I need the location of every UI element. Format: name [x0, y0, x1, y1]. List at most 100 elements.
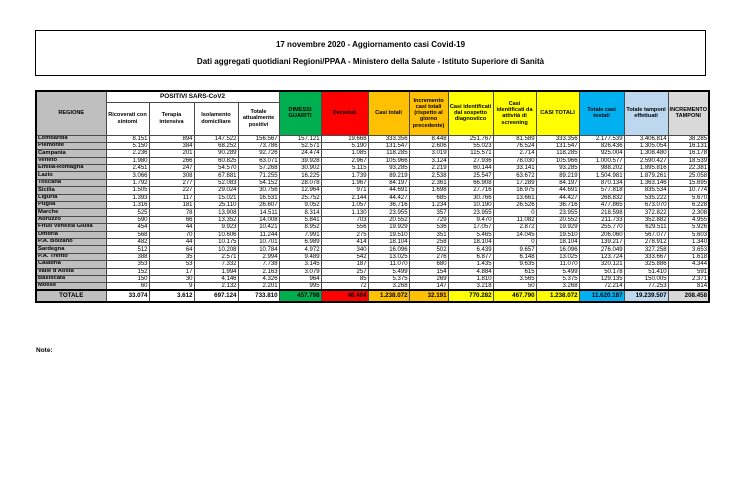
table-row-lazio: Lazio 3.066 308 67.881 71.255 16.225 1.739 89.2…	[35, 171, 710, 180]
cell-terapia-intensiva: 384	[148, 141, 195, 151]
column-header-totale-casi-testati: Totale casi testati	[578, 90, 625, 136]
cell-casi-totali: 44.691	[367, 186, 410, 195]
cell-totale-casi-testati: 477.865	[578, 200, 625, 210]
cell-casi-totali-2: 93.285	[535, 164, 580, 173]
cell-incremento-tamponi: 1.618	[667, 252, 710, 262]
cell-incremento-tamponi: 2.308	[667, 208, 710, 217]
cell-casi-screening: 11.082	[492, 215, 537, 225]
cell-totale-tamponi: 1.305.054	[623, 141, 669, 151]
cell-incremento-casi-totali: 536	[408, 223, 449, 232]
table-row-molise: Molise 60 9 2.132 2.201 995 72 3.268 147 3.218 50 3…	[35, 282, 710, 291]
cell-ricoverati-con-sintomi: 3.066	[105, 171, 150, 180]
cell-totale-attualmente-positivi: 26.607	[237, 200, 280, 210]
cell-casi-totali: 36.716	[367, 200, 410, 210]
cell-casi-totali: 44.427	[367, 193, 410, 203]
cell-totale-attualmente-positivi: 16.531	[237, 193, 280, 203]
note-label: Note:	[36, 347, 53, 354]
cell-totale-casi-testati: 1.000.577	[578, 156, 625, 166]
cell-deceduti: 556	[320, 223, 369, 232]
cell-incremento-tamponi: 6.228	[667, 200, 710, 210]
cell-terapia-intensiva: 894	[148, 134, 195, 143]
cell-casi-screening: 81.589	[492, 134, 537, 143]
cell-totale-tamponi: 567.077	[623, 230, 669, 239]
cell-totale-attualmente-positivi: 14.008	[237, 215, 280, 225]
cell-casi-totali-2: 44.691	[535, 186, 580, 195]
table-row-valle-d-aosta: Valle d'Aosta 152 17 1.994 2.163 3.079 257 5.49…	[35, 267, 710, 276]
cell-totale-tamponi: 352.882	[623, 215, 669, 225]
cell-regione: Basilicata	[35, 274, 107, 284]
cell-casi-totali: 23.955	[367, 208, 410, 217]
cell-incremento-tamponi: 2.371	[667, 274, 710, 284]
cell-totale-ricoverati-con-sintomi: 33.074	[105, 289, 150, 303]
cell-regione: Lombardia	[35, 134, 107, 143]
cell-totale-attualmente-positivi: 11.244	[237, 230, 280, 239]
cell-incremento-tamponi: 22.381	[667, 164, 710, 173]
cell-terapia-intensiva: 44	[148, 223, 195, 232]
cell-casi-totali: 5.375	[367, 274, 410, 284]
cell-casi-totali-2: 20.552	[535, 215, 580, 225]
cell-isolamento-domiciliare: 13.908	[193, 208, 239, 217]
cell-casi-totali: 131.547	[367, 141, 410, 151]
cell-ricoverati-con-sintomi: 1.792	[105, 178, 150, 188]
cell-casi-screening: 3.565	[492, 274, 537, 284]
cell-ricoverati-con-sintomi: 1.505	[105, 186, 150, 195]
cell-totale-deceduti: 46.464	[320, 289, 369, 303]
cell-terapia-intensiva: 266	[148, 156, 195, 166]
cell-incremento-casi-totali: 2.538	[408, 171, 449, 180]
cell-incremento-tamponi: 4.344	[667, 260, 710, 269]
cell-casi-totali-2: 3.268	[535, 282, 580, 291]
table-row-totale: TOTALE 33.074 3.612 697.124 733.810 457.798 46…	[35, 289, 710, 303]
cell-incremento-tamponi: 16.178	[667, 149, 710, 158]
cell-ricoverati-con-sintomi: 1.316	[105, 200, 150, 210]
cell-incremento-casi-totali: 1.698	[408, 186, 449, 195]
cell-incremento-casi-totali: 2.361	[408, 178, 449, 188]
cell-incremento-tamponi: 5.926	[667, 223, 710, 232]
cell-casi-sospetto-diagnostico: 66.908	[447, 178, 494, 188]
cell-terapia-intensiva: 35	[148, 252, 195, 262]
table-row-sardegna: Sardegna 512 64 10.208 10.784 4.972 340 16.096 5…	[35, 245, 710, 254]
cell-totale-tamponi: 673.070	[623, 200, 669, 210]
cell-casi-screening: 17.289	[492, 178, 537, 188]
cell-deceduti: 2.144	[320, 193, 369, 203]
cell-casi-totali: 118.285	[367, 149, 410, 158]
table-row-abruzzo: Abruzzo 590 66 13.352 14.008 5.841 703 20.552 72…	[35, 215, 710, 225]
cell-isolamento-domiciliare: 54.570	[193, 164, 239, 173]
cell-deceduti: 1.085	[320, 149, 369, 158]
cell-incremento-casi-totali: 3.124	[408, 156, 449, 166]
cell-totale-casi-testati: 577.818	[578, 186, 625, 195]
cell-casi-totali: 333.356	[367, 134, 410, 143]
cell-incremento-tamponi: 3.653	[667, 245, 710, 254]
cell-ricoverati-con-sintomi: 8.151	[105, 134, 150, 143]
cell-deceduti: 2.967	[320, 156, 369, 166]
cell-incremento-tamponi: 5.670	[667, 193, 710, 203]
cell-regione: Molise	[35, 282, 107, 291]
cell-casi-totali-2: 84.197	[535, 178, 580, 188]
cell-casi-screening: 78.030	[492, 156, 537, 166]
cell-ricoverati-con-sintomi: 5.150	[105, 141, 150, 151]
table-row-p-a-trento: P.A. Trento 388 35 2.571 2.994 9.489 542 13.025…	[35, 252, 710, 262]
cell-casi-screening: 9.635	[492, 260, 537, 269]
cell-isolamento-domiciliare: 68.252	[193, 141, 239, 151]
cell-casi-sospetto-diagnostico: 30.766	[447, 193, 494, 203]
cell-totale-attualmente-positivi: 4.326	[237, 274, 280, 284]
cell-incremento-tamponi: 15.695	[667, 178, 710, 188]
cell-casi-screening: 14.045	[492, 230, 537, 239]
cell-totale-attualmente-positivi: 2.201	[237, 282, 280, 291]
cell-casi-totali: 93.285	[367, 164, 410, 173]
cell-terapia-intensiva: 17	[148, 267, 195, 276]
cell-isolamento-domiciliare: 4.146	[193, 274, 239, 284]
cell-dimessi-guariti: 3.145	[278, 260, 322, 269]
report-header: 17 novembre 2020 - Aggiornamento casi Co…	[35, 30, 706, 76]
cell-deceduti: 85	[320, 274, 369, 284]
cell-incremento-casi-totali: 269	[408, 274, 449, 284]
cell-casi-sospetto-diagnostico: 27.716	[447, 186, 494, 195]
cell-casi-screening: 0	[492, 237, 537, 247]
cell-totale-attualmente-positivi: 2.163	[237, 267, 280, 276]
cell-isolamento-domiciliare: 15.021	[193, 193, 239, 203]
cell-incremento-casi-totali: 3.019	[408, 149, 449, 158]
cell-totale-tamponi: 835.534	[623, 186, 669, 195]
cell-casi-totali-2: 13.025	[535, 252, 580, 262]
table-row-p-a-bolzano: P.A. Bolzano 482 44 10.175 10.701 6.989 414 18.…	[35, 237, 710, 247]
cell-incremento-casi-totali: 276	[408, 252, 449, 262]
report-title: 17 novembre 2020 - Aggiornamento casi Co…	[275, 39, 466, 49]
